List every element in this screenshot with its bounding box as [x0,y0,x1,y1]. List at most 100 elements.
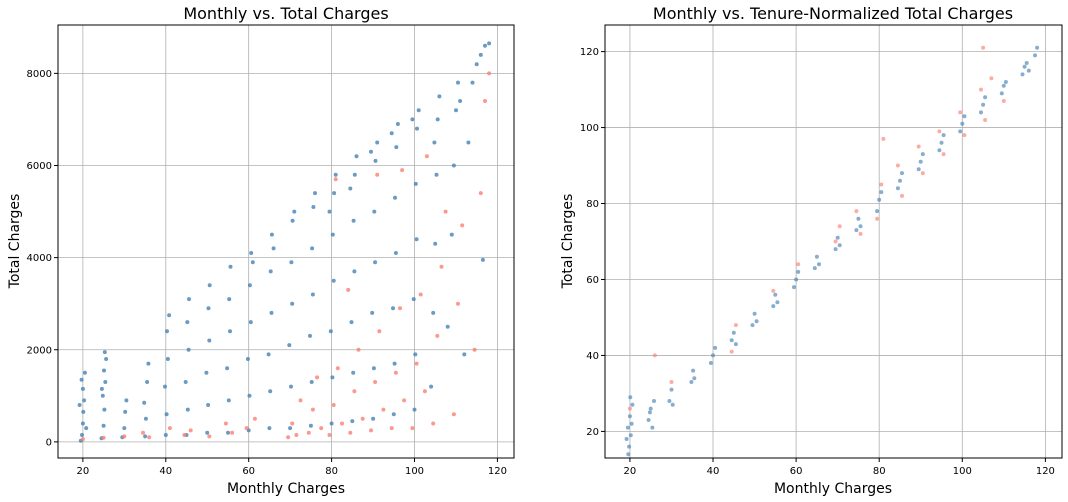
scatter-point [101,423,106,428]
scatter-point [962,133,967,138]
scatter-point [652,353,657,358]
scatter-point [981,45,986,50]
scatter-point [628,395,633,400]
scatter-point [206,403,211,407]
scatter-point [669,387,674,392]
scatter-points [77,41,492,443]
scatter-point [648,406,653,411]
scatter-point [837,243,842,248]
scatter-point [794,277,799,282]
scatter-point [729,349,734,354]
scatter-point [352,389,357,394]
scatter-point [983,95,988,100]
scatter-point [391,306,395,311]
scatter-point [392,361,397,366]
scatter-point [309,380,314,384]
scatter-point [472,347,477,352]
scatter-point [449,232,454,237]
x-axis-label: Monthly Charges [774,481,892,497]
scatter-point [1001,99,1006,103]
scatter-point [941,133,946,138]
scatter-point [122,434,127,439]
scatter-point [287,343,292,348]
scatter-point [167,313,172,318]
y-tick-label: 2000 [27,345,52,356]
scatter-point [626,452,631,457]
axes-frame [604,24,1063,459]
scatter-point [332,191,337,196]
scatter-series [627,45,1006,411]
scatter-point [398,306,402,311]
scatter-point [918,159,923,164]
scatter-point [470,80,475,85]
scatter-point [431,310,436,315]
scatter-point [333,172,338,177]
scatter-point [226,430,230,435]
scatter-point [854,209,859,214]
scatter-point [435,333,440,338]
scatter-point [650,425,655,430]
scatter-point [879,190,884,195]
scatter-point [266,352,271,357]
scatter-point [875,209,880,214]
y-tick-label: 4000 [27,253,52,264]
scatter-point [310,246,315,251]
scatter-point [983,118,988,122]
chart-title: Monthly vs. Tenure-Normalized Total Char… [653,4,1013,23]
scatter-point [410,426,415,431]
y-tick-label: 80 [586,199,599,210]
scatter-point [796,262,801,267]
scatter-point [122,426,127,431]
y-tick-label: 8000 [27,69,52,80]
scatter-point [288,426,293,431]
scatter-point [352,269,357,274]
scatter-point [370,310,375,315]
scatter-point [456,80,460,85]
scatter-point [351,370,356,375]
scatter-point [294,433,299,437]
scatter-point [372,209,377,214]
scatter-point [103,380,108,384]
scatter-point [182,433,187,437]
scatter-point [360,416,365,421]
chart-left: 20 40 60 80 100 120 0 2000 4000 6000 8000 Monthly … [7,4,515,497]
scatter-point [451,163,456,168]
scatter-point [82,398,87,403]
scatter-point [474,62,479,67]
scatter-point [629,421,634,426]
scatter-point [395,122,400,126]
axis-ticks: 20 40 60 80 100 120 20 40 60 80 100 120 [580,47,1055,477]
scatter-point [375,172,380,177]
scatter-point [771,304,776,309]
scatter-point [81,409,86,414]
scatter-point [999,91,1004,96]
scatter-point [691,368,696,373]
scatter-series [624,45,1040,457]
scatter-point [393,370,398,375]
scatter-point [269,310,274,315]
scatter-point [249,251,254,255]
scatter-point [183,380,188,384]
scatter-point [478,191,483,196]
x-tick-label: 60 [242,466,255,477]
scatter-point [487,71,492,76]
scatter-point [188,428,193,433]
scatter-point [443,209,448,214]
scatter-point [879,182,884,187]
y-axis-label: Total Charges [7,194,23,290]
scatter-point [102,407,107,412]
scatter-point [960,121,965,126]
scatter-series [77,41,492,443]
chart-right: 20 40 60 80 100 120 20 40 60 80 100 120 Monthly vs.… [560,4,1063,497]
scatter-point [102,350,107,355]
scatter-point [895,186,900,191]
x-tick-label: 100 [953,466,972,477]
scatter-point [164,412,169,417]
scatter-point [478,52,483,57]
scatter-point [329,421,334,426]
scatter-point [413,181,418,186]
scatter-point [354,154,359,159]
scatter-point [247,393,252,398]
scatter-point [165,329,169,334]
scatter-point [733,342,738,347]
